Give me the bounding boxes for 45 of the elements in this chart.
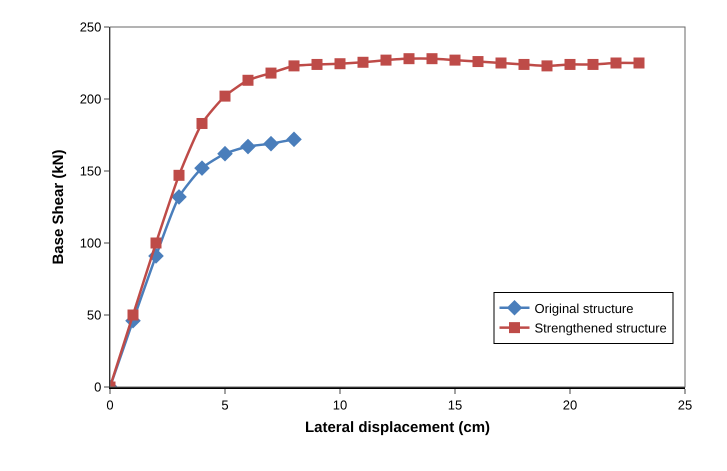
point	[358, 56, 368, 68]
y-tick-label: 0	[94, 380, 102, 395]
point	[404, 53, 414, 64]
legend-label: Original structure	[534, 300, 634, 316]
point	[542, 60, 552, 72]
point	[450, 54, 460, 66]
point	[312, 58, 322, 70]
x-tick-label: 5	[221, 398, 229, 413]
point	[194, 160, 210, 176]
point	[171, 189, 187, 205]
point	[634, 58, 644, 68]
point	[380, 54, 392, 66]
x-tick-label: 0	[106, 398, 114, 413]
y-tick-label: 50	[86, 308, 102, 323]
point	[610, 58, 622, 68]
point	[472, 56, 484, 68]
y-tick-label: 100	[80, 236, 102, 251]
x-axis-title: Lateral displacement (cm)	[304, 419, 490, 436]
point	[220, 90, 230, 102]
x-tick-label: 10	[332, 398, 348, 413]
point	[240, 138, 256, 154]
y-tick-label: 200	[80, 92, 102, 107]
point	[288, 60, 300, 72]
legend-label: Strengthened structure	[534, 320, 667, 336]
point	[266, 68, 276, 79]
point	[217, 146, 233, 162]
point	[564, 58, 576, 70]
x-tick-label: 15	[448, 398, 462, 413]
y-tick-label: 250	[80, 20, 102, 35]
point	[588, 58, 598, 70]
x-tick-label: 25	[678, 398, 692, 413]
point	[496, 58, 506, 68]
point	[174, 170, 184, 181]
point	[426, 53, 438, 64]
point	[242, 74, 254, 86]
point	[196, 118, 208, 129]
x-tick-label: 20	[562, 398, 578, 413]
point	[128, 310, 138, 320]
point	[150, 238, 162, 248]
y-axis-title: Base Shear (kN)	[50, 149, 67, 265]
y-tick-label: 150	[80, 164, 102, 179]
point	[334, 58, 346, 70]
point	[286, 132, 302, 148]
point	[263, 136, 279, 152]
point	[518, 58, 530, 70]
